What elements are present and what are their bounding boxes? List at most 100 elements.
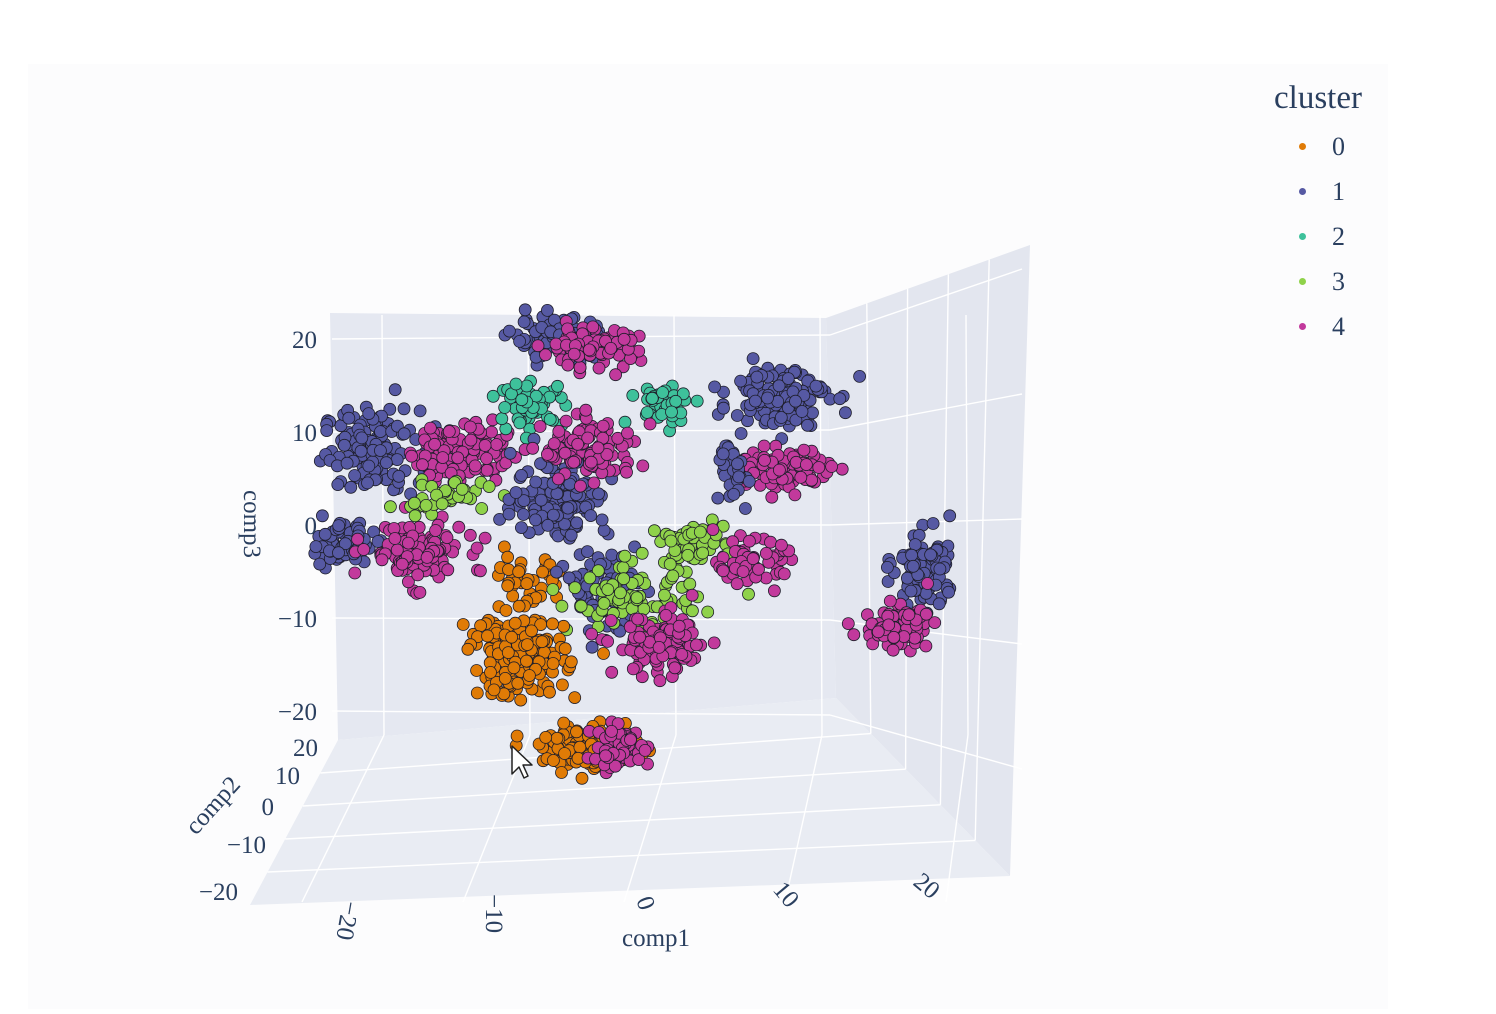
scatter-point-cluster-1 bbox=[529, 475, 543, 489]
scatter-point-cluster-3 bbox=[630, 591, 644, 605]
scatter-point-cluster-0 bbox=[501, 579, 515, 593]
scatter-point-cluster-3 bbox=[455, 482, 469, 496]
scatter-point-cluster-4 bbox=[921, 577, 934, 590]
scatter-point-cluster-1 bbox=[734, 374, 747, 388]
scatter-point-cluster-1 bbox=[362, 459, 376, 473]
gridline-y-floor bbox=[267, 839, 976, 873]
scatter-point-cluster-3 bbox=[482, 480, 496, 494]
scatter-point-cluster-0 bbox=[481, 629, 494, 643]
scatter-point-cluster-4 bbox=[902, 608, 916, 622]
scatter-point-cluster-3 bbox=[591, 564, 605, 578]
scatter-point-cluster-4 bbox=[413, 586, 427, 599]
scatter-point-cluster-3 bbox=[683, 577, 697, 591]
scatter-point-cluster-4 bbox=[788, 488, 802, 502]
scatter-point-cluster-4 bbox=[591, 441, 605, 455]
scatter-point-cluster-1 bbox=[730, 409, 744, 422]
scatter-point-cluster-0 bbox=[547, 754, 560, 767]
scatter-point-cluster-0 bbox=[564, 655, 578, 669]
scatter-point-cluster-0 bbox=[507, 661, 521, 675]
scatter-point-cluster-3 bbox=[618, 549, 632, 563]
scatter-point-cluster-1 bbox=[592, 487, 605, 501]
scatter-point-cluster-4 bbox=[411, 568, 425, 582]
scatter-point-cluster-4 bbox=[574, 479, 587, 493]
scatter-point-cluster-0 bbox=[557, 716, 571, 730]
scatter-point-cluster-2 bbox=[656, 386, 669, 399]
scatter-point-cluster-0 bbox=[498, 672, 512, 685]
scatter-point-cluster-3 bbox=[408, 509, 422, 523]
scatter-point-cluster-4 bbox=[480, 463, 494, 477]
scatter-point-cluster-0 bbox=[499, 604, 513, 617]
scatter-point-cluster-1 bbox=[734, 427, 748, 440]
scatter-point-cluster-1 bbox=[515, 521, 528, 534]
scatter-point-cluster-3 bbox=[601, 583, 615, 596]
scatter-point-cluster-1 bbox=[906, 559, 920, 573]
scatter-point-cluster-4 bbox=[526, 441, 540, 455]
scatter-point-cluster-4 bbox=[757, 439, 771, 453]
scatter-point-cluster-1 bbox=[772, 379, 786, 393]
scatter-point-cluster-4 bbox=[653, 674, 667, 688]
scatter-point-cluster-1 bbox=[413, 404, 427, 418]
scatter-point-cluster-1 bbox=[541, 519, 555, 532]
scatter-point-cluster-4 bbox=[706, 523, 720, 536]
gridline-y-right bbox=[904, 288, 909, 770]
scatter-point-cluster-3 bbox=[435, 497, 449, 511]
scatter-point-cluster-4 bbox=[567, 455, 581, 469]
scatter-point-cluster-1 bbox=[397, 427, 411, 441]
scatter-point-cluster-4 bbox=[428, 437, 442, 451]
scatter-point-cluster-4 bbox=[805, 473, 818, 487]
scatter-point-cluster-1 bbox=[585, 640, 599, 654]
scatter-point-cluster-4 bbox=[463, 528, 477, 542]
legend-item-0[interactable]: 0 bbox=[1272, 124, 1412, 169]
scatter-point-cluster-4 bbox=[395, 557, 409, 571]
scatter-point-cluster-2 bbox=[486, 389, 500, 403]
scatter-point-cluster-2 bbox=[513, 416, 527, 430]
scatter-point-cluster-3 bbox=[475, 502, 489, 515]
scatter-point-cluster-1 bbox=[348, 469, 362, 482]
scatter-point-cluster-1 bbox=[597, 524, 611, 537]
scatter-point-cluster-1 bbox=[853, 369, 866, 383]
scatter-point-cluster-0 bbox=[555, 766, 568, 779]
scatter-point-cluster-4 bbox=[539, 348, 552, 362]
scatter-point-cluster-1 bbox=[908, 538, 922, 551]
scatter-point-cluster-1 bbox=[502, 507, 516, 521]
scatter-point-cluster-3 bbox=[546, 583, 560, 596]
mouse-pointer-icon bbox=[511, 745, 533, 779]
scatter-point-cluster-4 bbox=[388, 532, 402, 545]
scatter-point-cluster-4 bbox=[764, 535, 777, 549]
scatter-point-cluster-4 bbox=[464, 433, 478, 447]
scatter-point-cluster-1 bbox=[342, 411, 356, 425]
scatter-point-cluster-3 bbox=[681, 549, 695, 562]
scatter-point-cluster-4 bbox=[638, 744, 652, 757]
scatter-point-cluster-4 bbox=[928, 616, 942, 629]
scatter-point-cluster-1 bbox=[932, 597, 946, 611]
scatter-point-cluster-1 bbox=[502, 324, 516, 338]
scatter-point-cluster-3 bbox=[583, 571, 597, 585]
scatter-point-cluster-1 bbox=[337, 438, 351, 452]
scatter-point-cluster-1 bbox=[761, 391, 774, 405]
legend-item-2[interactable]: 2 bbox=[1272, 214, 1412, 259]
scatter-point-cluster-1 bbox=[595, 513, 609, 527]
scatter-point-cluster-4 bbox=[490, 438, 504, 451]
scatter-point-cluster-1 bbox=[541, 303, 554, 317]
scatter-point-cluster-4 bbox=[552, 424, 566, 438]
scatter-point-cluster-3 bbox=[648, 524, 661, 538]
scatter-point-cluster-4 bbox=[624, 733, 637, 747]
scatter-point-cluster-4 bbox=[463, 420, 477, 434]
scatter-point-cluster-2 bbox=[498, 401, 512, 414]
scatter-point-cluster-2 bbox=[551, 379, 564, 393]
legend-item-1[interactable]: 1 bbox=[1272, 169, 1412, 214]
scatter-point-cluster-4 bbox=[601, 635, 614, 648]
gridline-z-right bbox=[829, 393, 1023, 431]
scatter-point-cluster-4 bbox=[800, 458, 813, 472]
scatter-point-cluster-2 bbox=[676, 387, 690, 401]
scatter-point-cluster-0 bbox=[461, 642, 475, 656]
scatter-point-cluster-0 bbox=[597, 647, 610, 660]
scatter-point-cluster-4 bbox=[351, 532, 365, 546]
legend-item-4[interactable]: 4 bbox=[1272, 304, 1412, 349]
legend-item-3[interactable]: 3 bbox=[1272, 259, 1412, 304]
scatter-point-cluster-4 bbox=[571, 437, 585, 451]
scatter-point-cluster-1 bbox=[731, 457, 744, 471]
scatter-point-cluster-1 bbox=[332, 546, 345, 560]
scatter-point-cluster-1 bbox=[547, 508, 560, 522]
